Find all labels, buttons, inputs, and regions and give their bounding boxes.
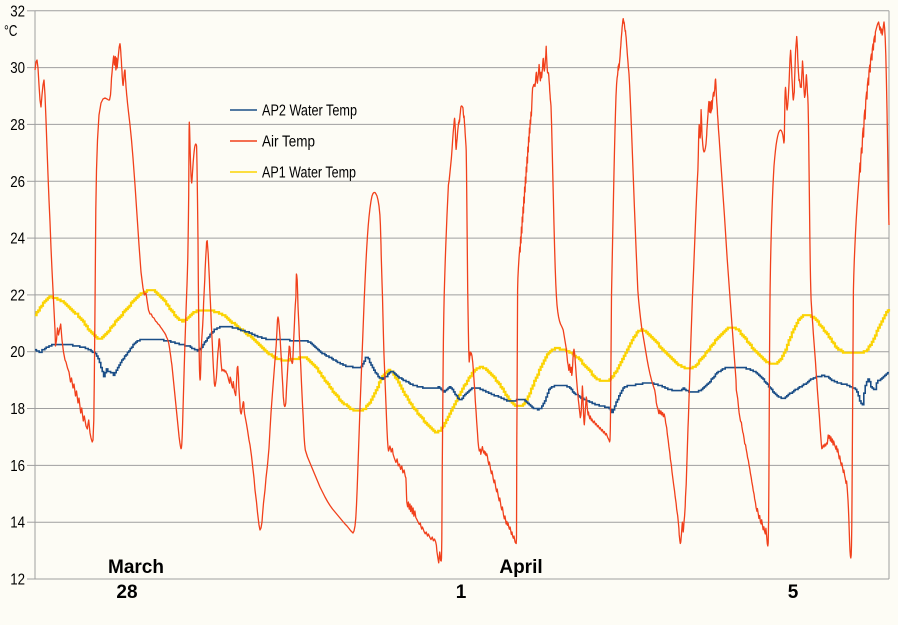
- svg-text:14: 14: [10, 515, 25, 532]
- svg-text:28: 28: [10, 117, 25, 134]
- svg-text:5: 5: [788, 582, 799, 603]
- svg-text:16: 16: [10, 458, 25, 475]
- svg-text:28: 28: [116, 582, 137, 603]
- svg-text:March: March: [108, 557, 164, 578]
- svg-text:AP1 Water Temp: AP1 Water Temp: [262, 165, 356, 182]
- svg-text:20: 20: [10, 344, 25, 361]
- svg-text:30: 30: [10, 60, 25, 77]
- svg-text:18: 18: [10, 401, 25, 418]
- svg-text:26: 26: [10, 174, 25, 191]
- svg-text:24: 24: [10, 231, 25, 248]
- svg-text:Air Temp: Air Temp: [262, 134, 315, 151]
- svg-text:22: 22: [10, 287, 25, 304]
- svg-text:1: 1: [456, 582, 467, 603]
- svg-text:32: 32: [10, 3, 25, 20]
- svg-text:12: 12: [10, 572, 25, 589]
- svg-text:AP2 Water Temp: AP2 Water Temp: [262, 103, 357, 120]
- svg-text:April: April: [499, 557, 542, 578]
- svg-text:°C: °C: [4, 23, 18, 40]
